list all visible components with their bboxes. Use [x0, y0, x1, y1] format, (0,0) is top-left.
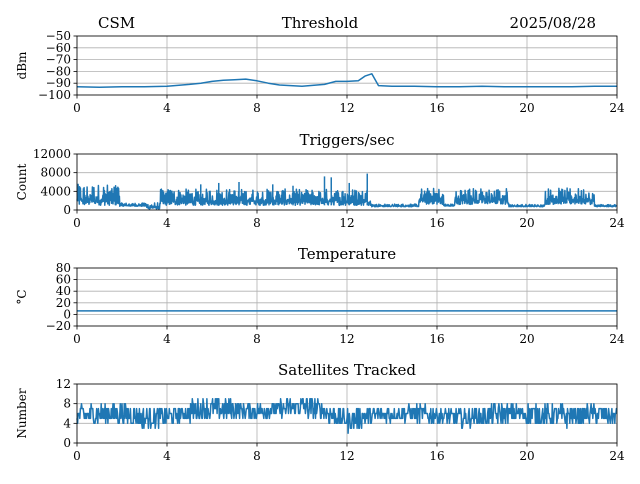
- temperature-ytick-label-4: 60: [56, 273, 71, 287]
- temperature-xtick-label-5: 20: [519, 332, 534, 346]
- header-station-name: CSM: [98, 14, 135, 32]
- temperature-xtick-label-3: 12: [339, 332, 354, 346]
- temperature-ytick-label-3: 40: [56, 284, 71, 298]
- satellites-xtick-label-4: 16: [429, 449, 444, 463]
- satellites-title: Satellites Tracked: [278, 361, 416, 379]
- threshold-ytick-label-5: −50: [46, 29, 71, 43]
- satellites-xtick-label-2: 8: [253, 449, 261, 463]
- triggers-ytick-label-2: 8000: [40, 166, 71, 180]
- triggers-xtick-label-1: 4: [163, 216, 171, 230]
- triggers-ytick-label-0: 0: [63, 203, 71, 217]
- triggers-ylabel: Count: [15, 163, 29, 200]
- satellites-xtick-label-6: 24: [609, 449, 625, 463]
- temperature-xtick-label-2: 8: [253, 332, 261, 346]
- header-title: Threshold: [282, 14, 359, 32]
- triggers-xtick-label-2: 8: [253, 216, 261, 230]
- panel-satellites: 0 4 8 12 16 20 24 0 4 8 12 Number Satellites Tracked: [15, 361, 625, 463]
- header-date: 2025/08/28: [510, 14, 596, 32]
- satellites-ytick-label-0: 0: [63, 436, 71, 450]
- panel-triggers: 0 4 8 12 16 20 24 0 4000 8000 12000 Count Triggers/s…: [15, 131, 625, 230]
- temperature-ytick-label-2: 20: [56, 296, 71, 310]
- threshold-xtick-label-3: 12: [339, 101, 354, 115]
- satellites-xtick-label-1: 4: [163, 449, 171, 463]
- threshold-xtick-label-2: 8: [253, 101, 261, 115]
- temperature-xtick-label-1: 4: [163, 332, 171, 346]
- satellites-xtick-label-0: 0: [73, 449, 81, 463]
- threshold-ylabel: dBm: [15, 51, 29, 80]
- temperature-xtick-label-0: 0: [73, 332, 81, 346]
- satellites-ytick-label-1: 4: [63, 416, 71, 430]
- triggers-title: Triggers/sec: [300, 131, 395, 149]
- threshold-xtick-label-1: 4: [163, 101, 171, 115]
- satellites-xtick-label-5: 20: [519, 449, 534, 463]
- temperature-ytick-label-5: 80: [56, 261, 71, 275]
- threshold-ytick-label-3: −70: [46, 53, 71, 67]
- triggers-ytick-label-1: 4000: [40, 184, 71, 198]
- triggers-xtick-label-3: 12: [339, 216, 354, 230]
- temperature-ytick-label-1: 0: [63, 307, 71, 321]
- satellites-series-line: [76, 398, 618, 434]
- satellites-ylabel: Number: [15, 388, 29, 438]
- threshold-ytick-label-0: −100: [38, 88, 71, 102]
- threshold-ytick-label-4: −60: [46, 41, 71, 55]
- triggers-xtick-label-0: 0: [73, 216, 81, 230]
- satellites-ytick-label-3: 12: [56, 377, 71, 391]
- temperature-xtick-label-4: 16: [429, 332, 444, 346]
- threshold-xtick-label-4: 16: [429, 101, 444, 115]
- threshold-xtick-label-0: 0: [73, 101, 81, 115]
- satellites-xtick-label-3: 12: [339, 449, 354, 463]
- temperature-title: Temperature: [298, 245, 396, 263]
- panel-threshold: 0 4 8 12 16 20 24 −100−90−80−70−60−50 dBm: [15, 29, 625, 115]
- threshold-xtick-label-5: 20: [519, 101, 534, 115]
- threshold-ytick-label-2: −80: [46, 64, 71, 78]
- temperature-xtick-label-6: 24: [609, 332, 625, 346]
- triggers-ytick-label-3: 12000: [33, 147, 71, 161]
- temperature-ytick-label-0: −20: [46, 319, 71, 333]
- triggers-series-line: [76, 183, 617, 210]
- threshold-xtick-label-6: 24: [609, 101, 625, 115]
- threshold-ytick-label-1: −90: [46, 76, 71, 90]
- temperature-ylabel: °C: [15, 289, 29, 304]
- triggers-xtick-label-4: 16: [429, 216, 444, 230]
- satellites-ytick-label-2: 8: [63, 397, 71, 411]
- triggers-xtick-label-6: 24: [609, 216, 625, 230]
- triggers-xtick-label-5: 20: [519, 216, 534, 230]
- threshold-series-line: [76, 73, 617, 89]
